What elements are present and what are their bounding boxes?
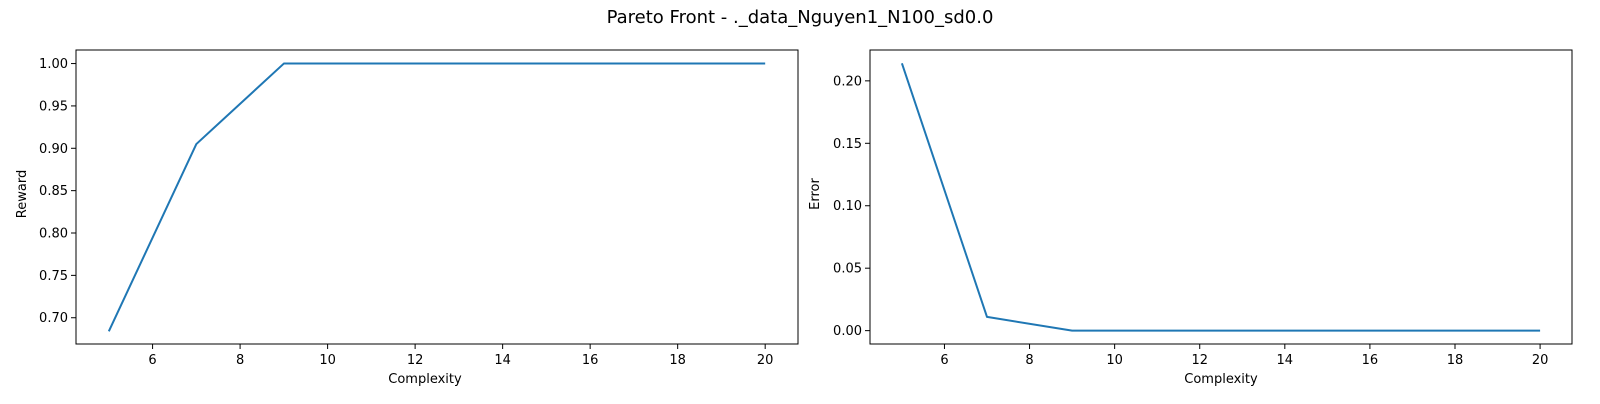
x-tick-label: 10 bbox=[319, 353, 336, 368]
axes-frame-error bbox=[869, 49, 1573, 345]
chart-reward-xlabel: Complexity bbox=[388, 372, 462, 387]
x-tick-label: 20 bbox=[757, 353, 774, 368]
chart-reward-ylabel: Reward bbox=[15, 170, 30, 218]
chart-reward: Complexity Reward bbox=[15, 170, 462, 387]
x-tick-label: 8 bbox=[1025, 353, 1033, 368]
x-tick-label: 20 bbox=[1532, 353, 1549, 368]
x-tick-label: 14 bbox=[494, 353, 511, 368]
x-tick-label: 16 bbox=[582, 353, 599, 368]
x-tick-label: 12 bbox=[1191, 353, 1208, 368]
y-tick-label: 0.95 bbox=[39, 99, 68, 114]
axes-frame-reward bbox=[75, 49, 799, 345]
x-tick-label: 18 bbox=[669, 353, 686, 368]
y-tick-label: 0.15 bbox=[833, 137, 862, 152]
y-tick-label: 0.70 bbox=[39, 311, 68, 326]
x-tick-label: 8 bbox=[236, 353, 244, 368]
chart-error: Complexity Error bbox=[808, 178, 1258, 387]
y-tick-label: 0.90 bbox=[39, 142, 68, 157]
x-tick-label: 18 bbox=[1447, 353, 1464, 368]
chart-error-xlabel: Complexity bbox=[1184, 372, 1258, 387]
figure-title: Pareto Front - ._data_Nguyen1_N100_sd0.0 bbox=[607, 7, 994, 28]
x-tick-label: 12 bbox=[407, 353, 424, 368]
x-tick-label: 6 bbox=[148, 353, 156, 368]
y-tick-label: 0.00 bbox=[833, 324, 862, 339]
x-tick-label: 10 bbox=[1106, 353, 1123, 368]
y-tick-label: 0.05 bbox=[833, 262, 862, 277]
x-tick-label: 14 bbox=[1277, 353, 1294, 368]
series-line-error bbox=[900, 63, 1541, 332]
series-line-reward bbox=[107, 62, 766, 332]
x-tick-label: 16 bbox=[1362, 353, 1379, 368]
x-tick-label: 6 bbox=[940, 353, 948, 368]
plot-area-reward: 6 8 10 12 14 16 18 20 0.70 0.75 0.80 0.85 0.90 0.95 1.… bbox=[39, 49, 799, 368]
y-tick-label: 0.85 bbox=[39, 184, 68, 199]
y-tick-label: 0.20 bbox=[833, 74, 862, 89]
y-tick-label: 0.75 bbox=[39, 269, 68, 284]
plot-area-error: 6 8 10 12 14 16 18 20 0.00 0.05 0.10 0.15 0.20 bbox=[833, 49, 1573, 368]
y-tick-label: 1.00 bbox=[39, 57, 68, 72]
y-tick-label: 0.80 bbox=[39, 227, 68, 242]
chart-error-ylabel: Error bbox=[808, 178, 823, 210]
y-tick-label: 0.10 bbox=[833, 199, 862, 214]
